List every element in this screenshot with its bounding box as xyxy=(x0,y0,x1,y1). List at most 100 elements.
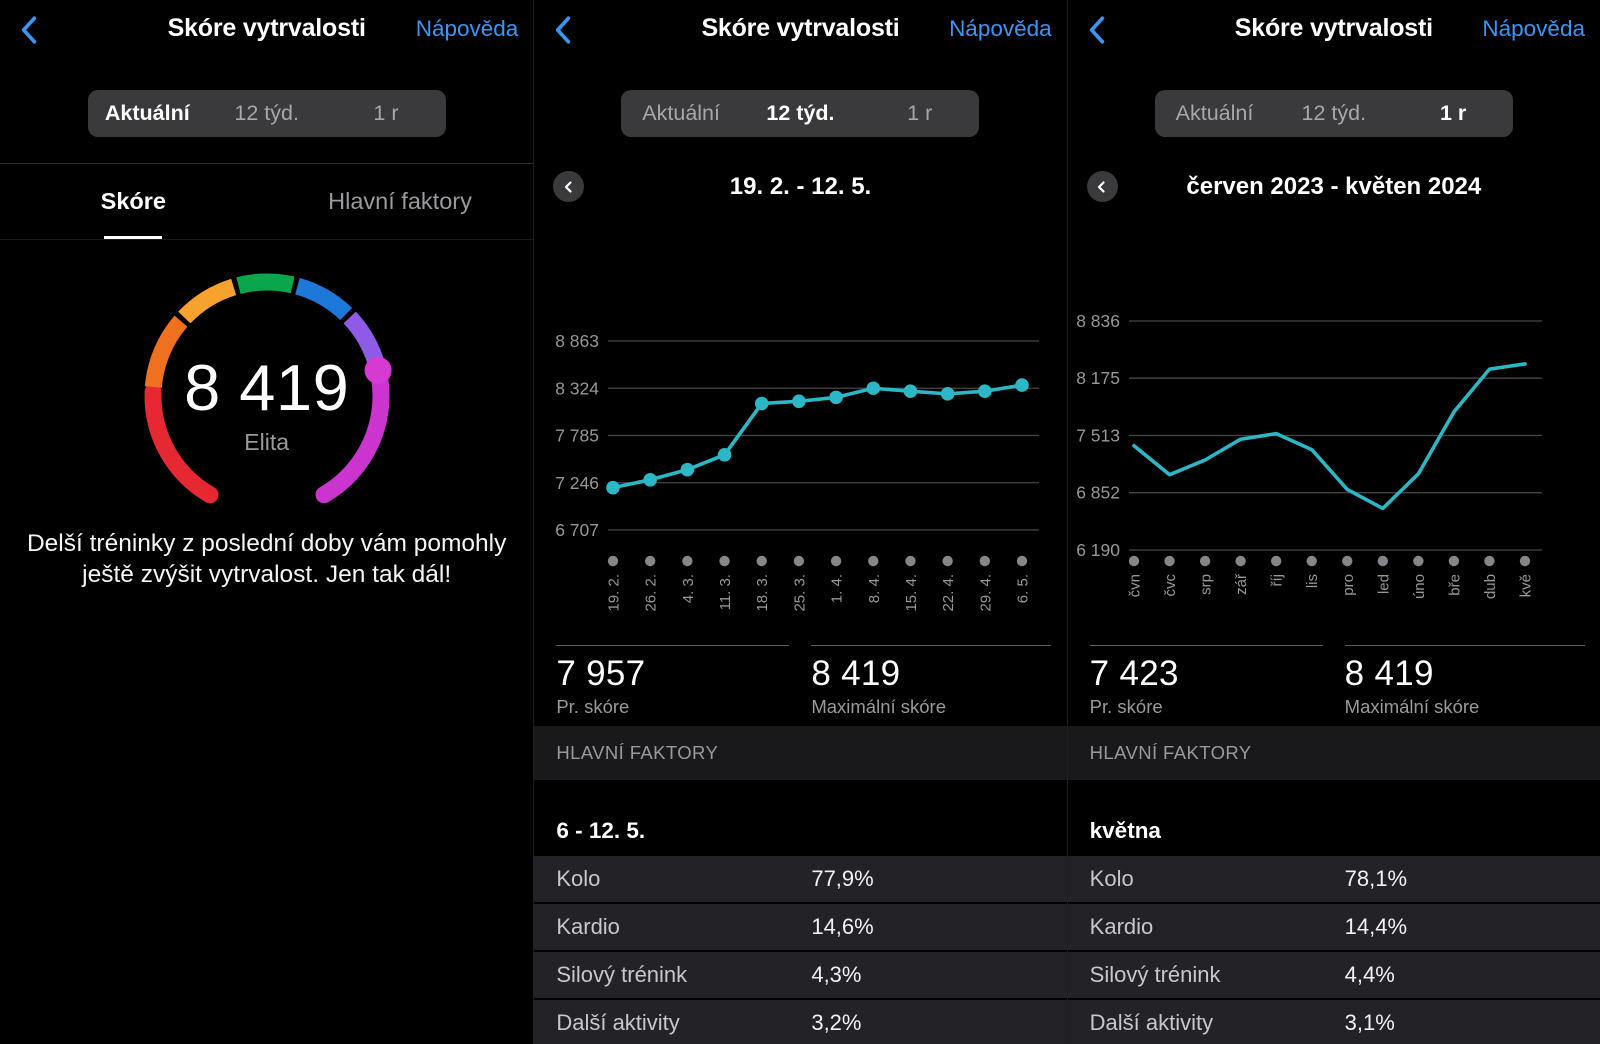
row-label: Silový trénink xyxy=(1089,962,1221,987)
stat-value: 8 419 xyxy=(811,654,901,693)
period-range-label: červen 2023 - květen 2024 xyxy=(1186,173,1482,200)
svg-text:8 836: 8 836 xyxy=(1076,311,1120,331)
table-row: Další aktivity 3,1% xyxy=(1067,1000,1600,1044)
endurance-score-line-chart[interactable]: 8 836 8 175 7 513 6 852 6 190 čvn čvc srp zář říj… xyxy=(1068,298,1600,612)
segment-option-12tyd[interactable]: 12 týd. xyxy=(234,101,299,125)
chevron-left-icon xyxy=(564,180,572,193)
svg-text:srp: srp xyxy=(1197,574,1214,595)
svg-text:zář: zář xyxy=(1233,573,1250,595)
svg-text:8 175: 8 175 xyxy=(1076,368,1120,388)
row-label: Kardio xyxy=(556,914,620,939)
segment-option-aktualni[interactable]: Aktuální xyxy=(1175,101,1254,125)
stat-label: Pr. skóre xyxy=(1089,696,1163,717)
chevron-left-icon xyxy=(1098,180,1105,193)
row-label: Další aktivity xyxy=(556,1010,680,1035)
factors-table-header: května xyxy=(1089,818,1161,843)
tab-hlavni-faktory[interactable]: Hlavní faktory xyxy=(328,188,472,214)
row-value: 3,2% xyxy=(811,1010,862,1035)
stat-label: Maximální skóre xyxy=(811,696,947,717)
svg-text:led: led xyxy=(1375,574,1392,594)
back-button[interactable] xyxy=(554,15,572,45)
svg-text:7 785: 7 785 xyxy=(556,426,600,446)
svg-text:úno: úno xyxy=(1411,574,1428,599)
gauge-arc-icon xyxy=(144,273,392,504)
row-value: 14,6% xyxy=(811,914,874,939)
page-title: Skóre vytrvalosti xyxy=(1234,14,1433,42)
period-range-label: 19. 2. - 12. 5. xyxy=(729,173,872,200)
stat-value: 7 957 xyxy=(556,654,646,693)
stat-value: 7 423 xyxy=(1089,654,1179,693)
table-row: Kardio 14,6% xyxy=(534,904,1067,950)
svg-text:říj: říj xyxy=(1268,574,1285,587)
table-row: Kolo 78,1% xyxy=(1067,856,1600,902)
stat-label: Maximální skóre xyxy=(1344,696,1480,717)
tab-skore[interactable]: Skóre xyxy=(0,164,267,239)
svg-text:lis: lis xyxy=(1304,574,1321,588)
app-header: Skóre vytrvalosti Nápověda xyxy=(0,0,533,58)
stat-label: Pr. skóre xyxy=(556,696,630,717)
svg-text:18. 3.: 18. 3. xyxy=(755,574,772,612)
page-title: Skóre vytrvalosti xyxy=(167,14,366,42)
back-button[interactable] xyxy=(20,15,38,45)
average-score-stat: 7 957 Pr. skóre xyxy=(556,645,790,718)
svg-text:11. 3.: 11. 3. xyxy=(717,574,734,610)
svg-text:26. 2.: 26. 2. xyxy=(643,574,660,612)
tab-bar: Skóre Hlavní faktory xyxy=(0,163,534,240)
help-link[interactable]: Nápověda xyxy=(949,16,1052,41)
panel-12tyd: Skóre vytrvalosti Nápověda Aktuální 12 t… xyxy=(533,0,1067,1044)
svg-text:8. 4.: 8. 4. xyxy=(866,574,883,603)
endurance-score-line-chart[interactable]: 8 863 8 324 7 785 7 246 6 707 19. 2. 26. 2. 4. … xyxy=(534,298,1066,612)
segment-option-12tyd[interactable]: 12 týd. xyxy=(766,101,835,125)
segment-option-aktualni[interactable]: Aktuální xyxy=(642,101,720,125)
segment-option-1r[interactable]: 1 r xyxy=(907,101,933,125)
row-label: Kolo xyxy=(556,866,601,891)
svg-text:dub: dub xyxy=(1482,574,1499,599)
factors-table-header: 6 - 12. 5. xyxy=(556,818,646,843)
chevron-left-icon xyxy=(1089,16,1104,44)
time-range-segmented-control: Aktuální 12 týd. 1 r xyxy=(87,90,446,137)
row-value: 4,3% xyxy=(811,962,862,987)
row-value: 14,4% xyxy=(1344,914,1408,939)
segment-option-1r[interactable]: 1 r xyxy=(1439,101,1467,125)
time-range-segmented-control: Aktuální 12 týd. 1 r xyxy=(1154,90,1513,137)
panel-1r: Skóre vytrvalosti Nápověda Aktuální 12 t… xyxy=(1066,0,1600,1044)
svg-text:8 863: 8 863 xyxy=(556,331,600,351)
stat-value: 8 419 xyxy=(1344,654,1434,693)
svg-text:bře: bře xyxy=(1446,574,1463,596)
gauge-score-value: 8 419 xyxy=(184,351,350,424)
table-row: Další aktivity 3,2% xyxy=(534,1000,1067,1044)
svg-text:1. 4.: 1. 4. xyxy=(829,574,846,603)
app-header: Skóre vytrvalosti Nápověda xyxy=(1068,0,1600,58)
table-row: Silový trénink 4,3% xyxy=(534,952,1067,998)
segment-option-aktualni[interactable]: Aktuální xyxy=(104,101,190,125)
page-title: Skóre vytrvalosti xyxy=(701,14,900,42)
previous-period-button[interactable] xyxy=(1086,171,1118,202)
help-link[interactable]: Nápověda xyxy=(1482,16,1585,41)
back-button[interactable] xyxy=(1088,15,1106,45)
previous-period-button[interactable] xyxy=(553,171,585,202)
segment-option-1r[interactable]: 1 r xyxy=(373,101,399,125)
row-label: Silový trénink xyxy=(556,962,688,987)
svg-text:29. 4.: 29. 4. xyxy=(978,574,995,612)
endurance-score-gauge: 8 419 Elita xyxy=(127,256,407,536)
svg-text:7 246: 7 246 xyxy=(556,473,600,493)
factors-table: Kolo 77,9% Kardio 14,6% Silový trénink 4… xyxy=(534,856,1067,1044)
factors-table: Kolo 78,1% Kardio 14,4% Silový trénink 4… xyxy=(1067,856,1600,1044)
svg-text:čvc: čvc xyxy=(1162,574,1179,597)
time-range-segmented-control: Aktuální 12 týd. 1 r xyxy=(621,90,980,137)
chevron-left-icon xyxy=(556,16,571,44)
max-score-stat: 8 419 Maximální skóre xyxy=(811,645,1052,718)
row-label: Další aktivity xyxy=(1089,1010,1214,1035)
advice-text: Delší tréninky z poslední doby vám pomoh… xyxy=(26,530,507,588)
row-value: 77,9% xyxy=(811,866,874,891)
table-row: Kardio 14,4% xyxy=(1067,904,1600,950)
segment-option-12tyd[interactable]: 12 týd. xyxy=(1301,101,1367,125)
row-value: 3,1% xyxy=(1344,1010,1395,1035)
svg-text:4. 3.: 4. 3. xyxy=(680,574,697,603)
panel-aktualni: Skóre vytrvalosti Nápověda Aktuální 12 t… xyxy=(0,0,534,1044)
svg-text:kvě: kvě xyxy=(1517,574,1534,597)
average-score-stat: 7 423 Pr. skóre xyxy=(1089,645,1323,718)
row-label: Kardio xyxy=(1089,914,1154,939)
max-score-stat: 8 419 Maximální skóre xyxy=(1344,645,1585,718)
help-link[interactable]: Nápověda xyxy=(415,16,519,41)
